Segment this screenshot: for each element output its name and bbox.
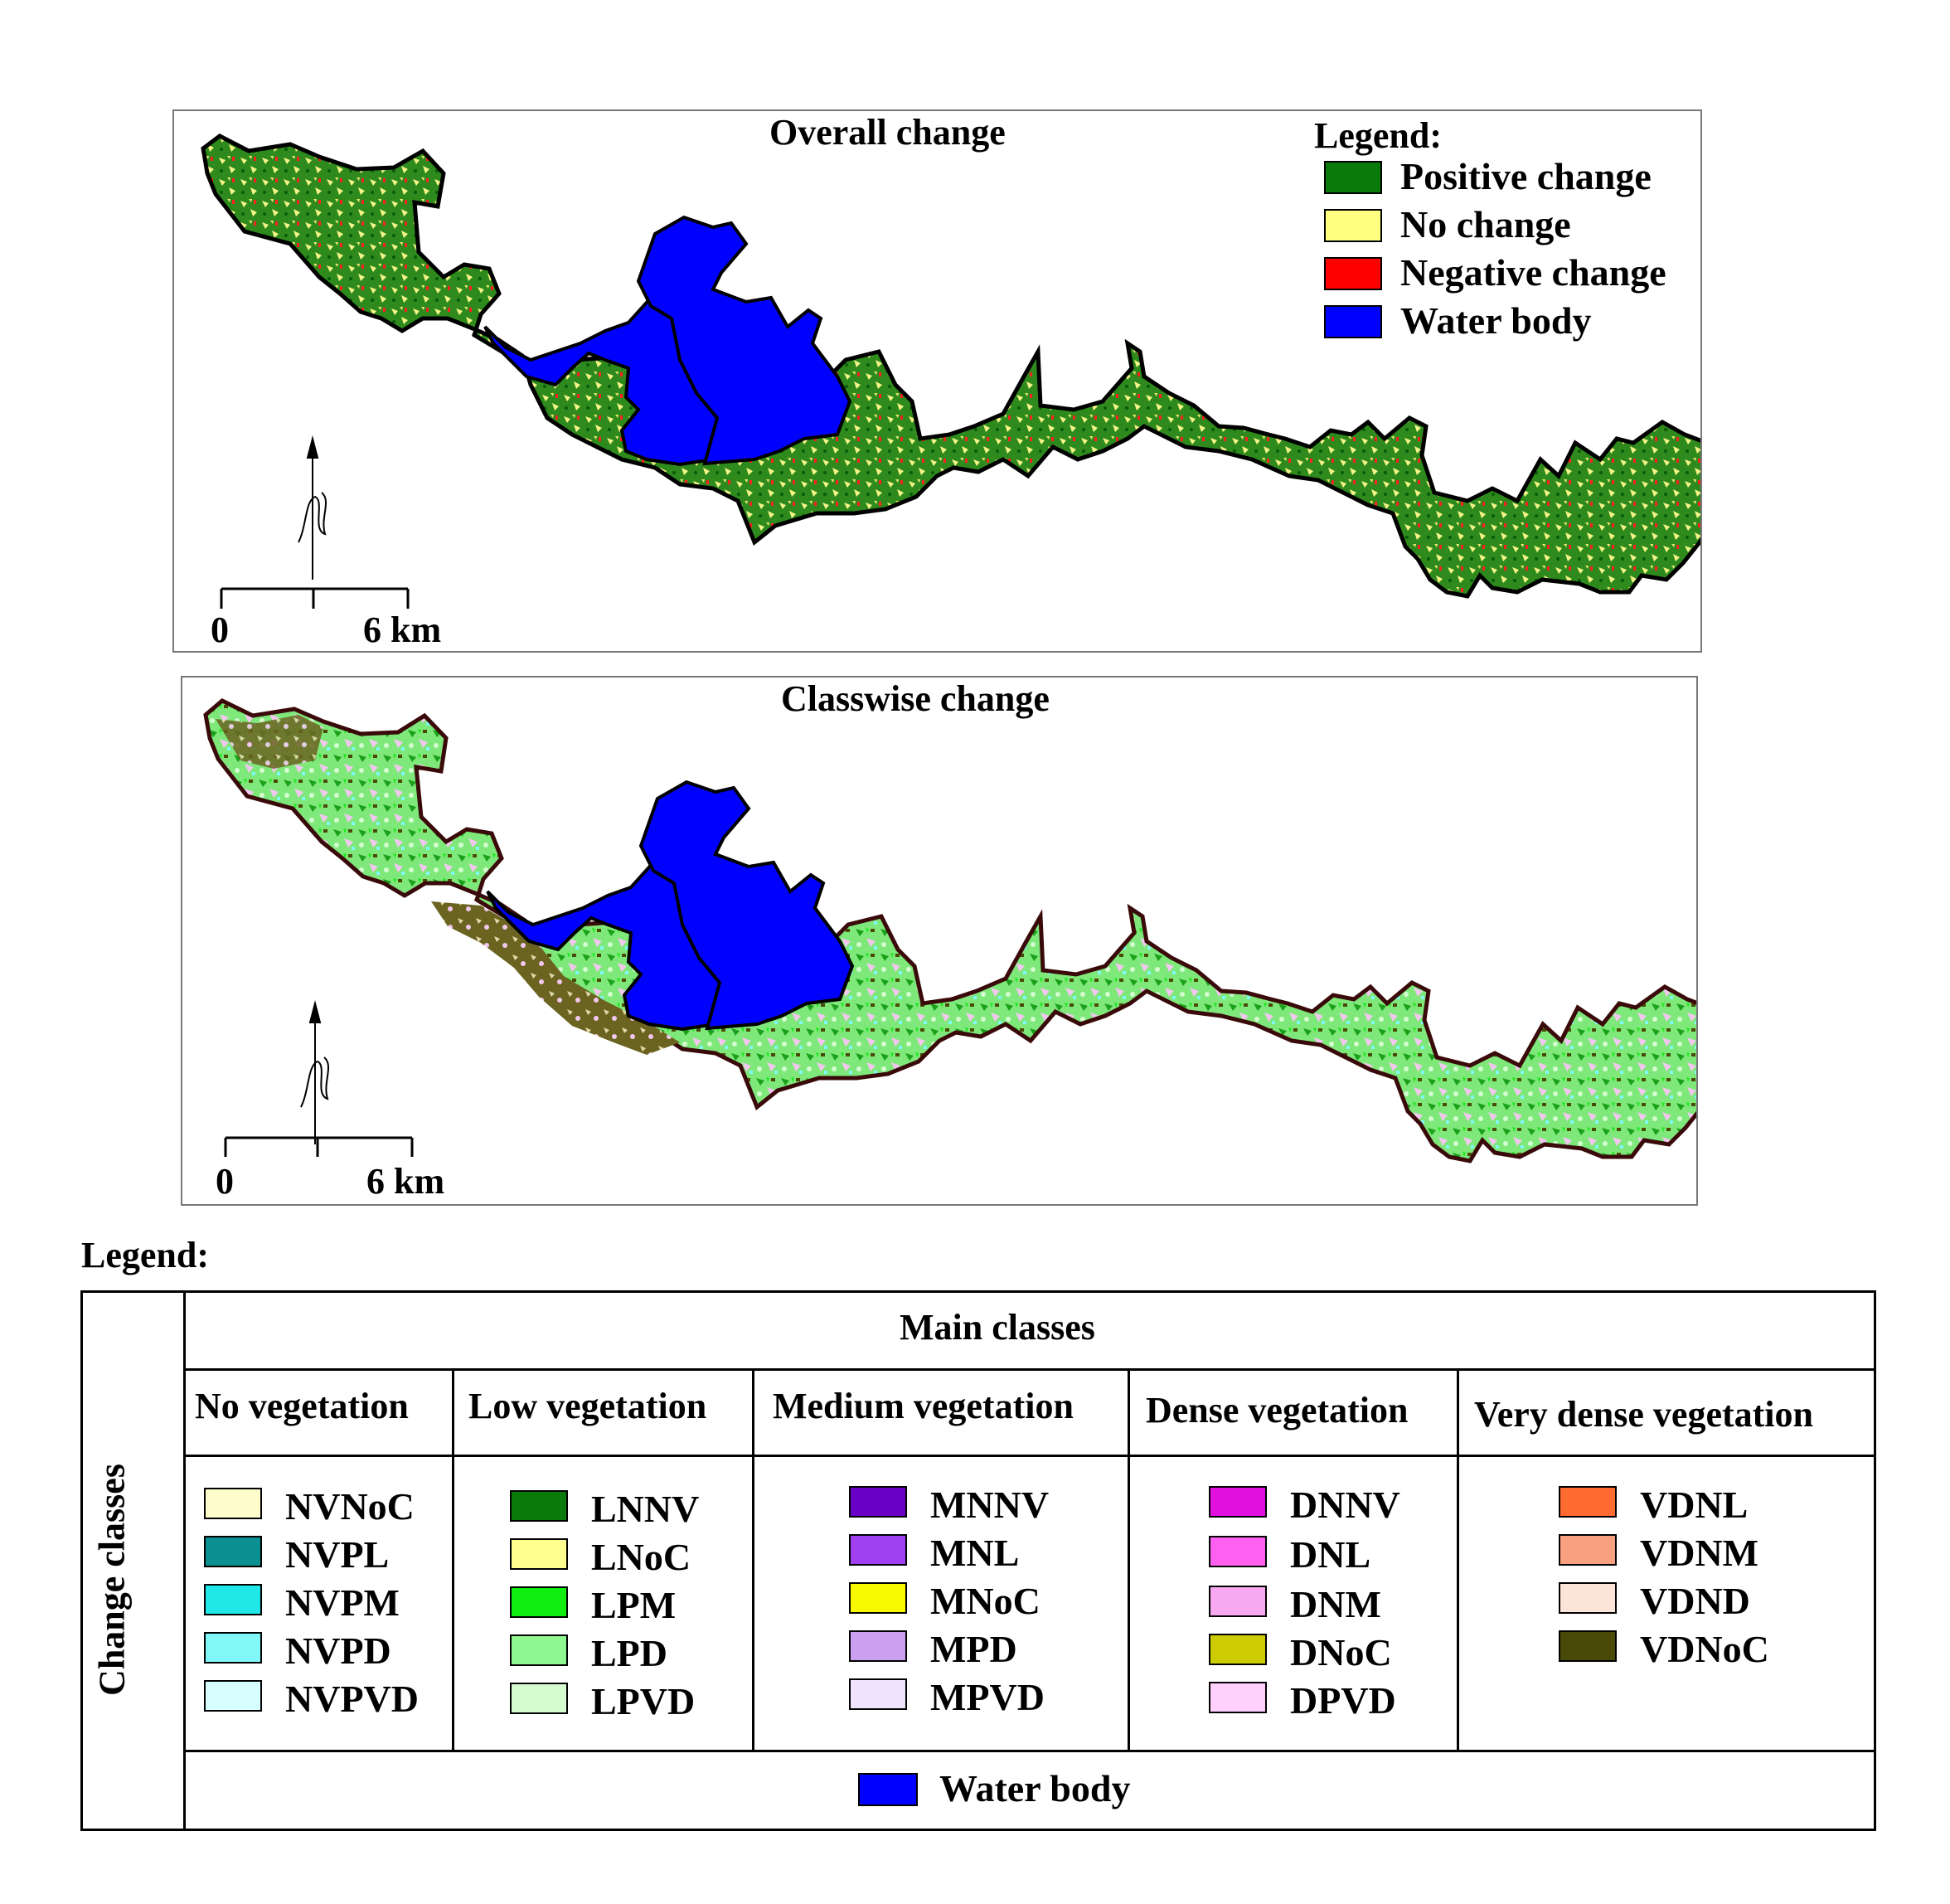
study-area-classwise [203,698,1696,1163]
legend-label: LPVD [591,1680,696,1722]
group-header-dense-vegetation: Dense vegetation [1146,1390,1409,1430]
scale-zero-label: 0 [216,1161,234,1202]
group-header-medium-vegetation: Medium vegetation [773,1386,1074,1426]
legend-swatch [1559,1582,1617,1614]
water-body-overall-main [636,215,852,466]
group-header-very-dense-vegetation: Very dense vegetation [1474,1394,1813,1435]
legend-swatch [510,1683,568,1714]
legend-swatch [849,1534,907,1566]
table-divider [752,1368,754,1751]
legend-swatch [510,1586,568,1618]
legend-swatch [204,1536,262,1567]
legend-label: VDNL [1640,1484,1749,1526]
legend-label: MPD [930,1628,1017,1670]
legend-swatch [1559,1486,1617,1518]
legend-label: DPVD [1290,1679,1396,1722]
table-divider [183,1368,1876,1371]
legend-label: NVPVD [285,1678,419,1720]
classwise-change-title: Classwise change [781,678,1050,719]
legend-label: DNNV [1290,1484,1400,1526]
legend-label: DNM [1290,1583,1381,1625]
legend-label: Negative change [1400,251,1666,294]
legend-label: NVPD [285,1630,391,1672]
overall-change-map-panel: Overall change 0 6 km Legend: Positive c… [172,109,1702,653]
main-classes-header: Main classes [900,1307,1095,1348]
legend-swatch [1324,305,1382,338]
legend-swatch [1209,1486,1267,1518]
scale-zero-label: 0 [211,610,229,650]
class-legend-table [80,1290,1876,1831]
legend-swatch [510,1538,568,1570]
legend-label: NVPL [285,1533,390,1576]
legend-swatch [1559,1534,1617,1566]
legend-label: MNoC [930,1580,1040,1622]
legend-label: No change [1400,203,1571,245]
legend-swatch [204,1632,262,1664]
legend-label: Positive change [1400,155,1652,197]
overall-change-title: Overall change [769,112,1006,153]
table-divider [183,1290,186,1831]
legend-swatch [1559,1630,1617,1662]
legend-label: VDND [1640,1580,1750,1622]
overall-change-map [201,134,1700,609]
legend-label: MNL [930,1532,1020,1574]
legend-swatch [1209,1536,1267,1567]
legend-swatch [204,1584,262,1615]
classwise-change-map-panel: Classwise change 0 6 km [181,676,1698,1206]
dense-region-classwise [431,901,680,1055]
dense-region-classwise-north [216,715,323,769]
scale-end-label: 6 km [363,610,442,650]
north-arrow-icon [298,435,327,580]
table-divider [183,1455,1876,1457]
legend-swatch [1324,209,1382,242]
legend-swatch [204,1488,262,1519]
legend-label: LNoC [591,1536,691,1578]
classwise-change-map [203,698,1696,1163]
legend-swatch [1209,1634,1267,1665]
legend-swatch [1209,1586,1267,1617]
overall-legend-title: Legend: [1314,115,1442,156]
legend-label: DNL [1290,1533,1371,1576]
group-header-no-vegetation: No vegetation [195,1386,409,1426]
legend-swatch [849,1582,907,1614]
table-divider [1128,1368,1130,1751]
water-body-classwise-main [638,780,855,1031]
legend-swatch [510,1634,568,1666]
legend-swatch [858,1773,918,1806]
scale-end-label: 6 km [366,1161,445,1202]
legend-label: LNNV [591,1488,700,1530]
legend-label: DNoC [1290,1631,1392,1673]
legend-swatch [1209,1682,1267,1713]
group-header-low-vegetation: Low vegetation [468,1386,707,1426]
legend-label: MPVD [930,1676,1045,1718]
legend-label: LPD [591,1632,667,1674]
table-divider [452,1368,454,1751]
legend-title: Legend: [81,1235,209,1275]
legend-label: NVPM [285,1581,400,1624]
scale-bar [224,1136,414,1157]
legend-label: VDNM [1640,1532,1759,1574]
legend-swatch [510,1490,568,1522]
table-divider [183,1750,1876,1752]
legend-swatch [1324,161,1382,194]
north-arrow-icon [300,1000,329,1144]
legend-label: NVNoC [285,1485,415,1528]
legend-label: VDNoC [1640,1628,1769,1670]
table-divider [1457,1368,1459,1751]
legend-swatch [849,1630,907,1662]
legend-label: MNNV [930,1484,1050,1526]
legend-swatch [1324,257,1382,290]
legend-swatch [204,1680,262,1712]
legend-swatch [849,1486,907,1518]
scale-bar [220,587,410,609]
legend-label: LPM [591,1584,677,1626]
legend-swatch [849,1678,907,1710]
change-classes-label: Change classes [91,1464,133,1696]
legend-label: Water body [1400,299,1592,342]
legend-label: Water body [939,1767,1131,1809]
